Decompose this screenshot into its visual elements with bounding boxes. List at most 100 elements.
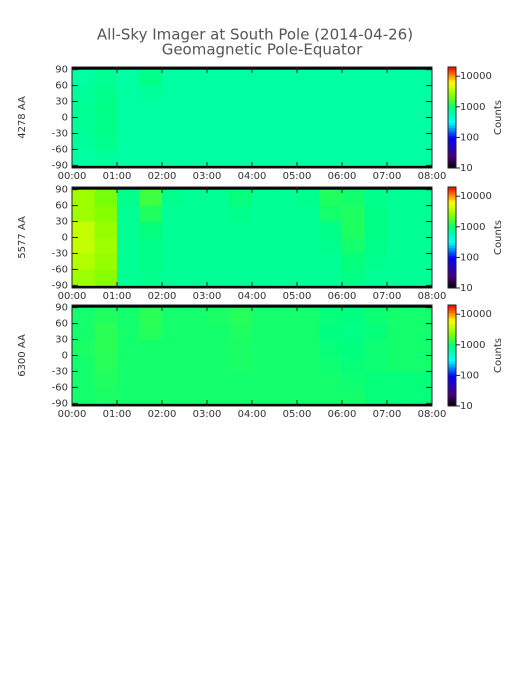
heat-cell (207, 189, 230, 207)
heat-cell (364, 253, 388, 270)
colorbar-segment (448, 312, 456, 316)
y-tick-label: -90 (52, 160, 68, 171)
heat-cell (252, 269, 275, 286)
heat-cell (207, 205, 230, 223)
heat-cell (162, 339, 185, 356)
heat-cell (409, 221, 433, 238)
heat-cell (364, 133, 388, 150)
heat-cell (409, 101, 433, 118)
colorbar-segment (448, 197, 456, 201)
heat-cell (364, 307, 388, 325)
heat-cell (117, 323, 140, 341)
heat-cell (297, 221, 320, 238)
heat-cell (387, 117, 410, 134)
heat-cell (252, 149, 275, 166)
heat-cell (139, 307, 163, 325)
heat-cell (387, 323, 410, 341)
heat-cell (319, 205, 343, 223)
heat-cell (94, 101, 118, 118)
heat-cell (117, 253, 140, 270)
colorbar-label: Counts (493, 100, 504, 135)
x-tick-label: 02:00 (148, 409, 177, 420)
colorbar-segment (448, 77, 456, 81)
heat-cell (72, 307, 95, 325)
heat-cell (139, 253, 163, 270)
heat-cell (297, 339, 320, 356)
heat-cell (364, 221, 388, 238)
heat-cell (229, 85, 253, 103)
heat-cell (342, 339, 365, 356)
heat-cell (94, 69, 118, 87)
colorbar-segment (448, 224, 456, 228)
heat-cell (274, 133, 298, 150)
colorbar-tick-label: 1000 (460, 222, 485, 233)
heat-cell (342, 205, 365, 223)
heat-cell (117, 149, 140, 166)
heat-cell (274, 69, 298, 87)
heat-cell (229, 189, 253, 207)
heat-cell (162, 85, 185, 103)
heat-cell (229, 117, 253, 134)
heat-cell (229, 323, 253, 341)
heat-cell (252, 85, 275, 103)
heat-cell (94, 253, 118, 270)
heat-cell (387, 387, 410, 404)
colorbar-segment (448, 157, 456, 161)
heat-cell (387, 189, 410, 207)
heat-cell (274, 307, 298, 325)
colorbar-segment (448, 345, 456, 349)
heat-cell (139, 269, 163, 286)
colorbar-segment (448, 219, 456, 223)
heat-cell (297, 237, 320, 254)
x-tick-label: 03:00 (193, 291, 222, 302)
heat-cell (364, 269, 388, 286)
colorbar-segment (448, 272, 456, 276)
y-tick-label: -60 (52, 144, 68, 155)
colorbar-segment (448, 97, 456, 101)
colorbar-segment (448, 212, 456, 216)
heat-cell (252, 355, 275, 372)
x-tick-label: 03:00 (193, 409, 222, 420)
heat-cell (184, 221, 208, 238)
heat-cell (229, 101, 253, 118)
heat-cell (207, 323, 230, 341)
y-tick-label: 60 (55, 319, 68, 330)
colorbar-segment (448, 352, 456, 356)
heat-cell (229, 387, 253, 404)
heat-cell (297, 371, 320, 388)
colorbar-segment (448, 112, 456, 116)
heat-cell (229, 339, 253, 356)
heat-cell (162, 355, 185, 372)
x-tick-label: 06:00 (328, 291, 357, 302)
heat-cell (184, 355, 208, 372)
y-tick-label: -30 (52, 248, 68, 259)
heat-cell (162, 133, 185, 150)
heat-cell (364, 387, 388, 404)
heat-cell (72, 387, 95, 404)
x-tick-label: 05:00 (283, 291, 312, 302)
y-axis-label: 6300 AA (17, 334, 28, 377)
colorbar-segment (448, 234, 456, 238)
x-tick-label: 02:00 (148, 291, 177, 302)
heat-cell (72, 69, 95, 87)
colorbar-segment (448, 189, 456, 193)
heat-cell (387, 221, 410, 238)
heat-cell (207, 269, 230, 286)
colorbar-segment (448, 92, 456, 96)
x-tick-label: 08:00 (418, 171, 447, 182)
heat-cell (319, 355, 343, 372)
heat-cell (229, 355, 253, 372)
x-tick-label: 04:00 (238, 409, 267, 420)
heat-cell (342, 85, 365, 103)
colorbar-segment (448, 347, 456, 351)
heat-cell (117, 339, 140, 356)
heat-cell (94, 269, 118, 286)
heat-cell (387, 69, 410, 87)
heat-cell (72, 189, 95, 207)
heat-cell (297, 101, 320, 118)
heat-cell (94, 117, 118, 134)
heat-cell (252, 69, 275, 87)
heat-cell (162, 101, 185, 118)
colorbar-segment (448, 335, 456, 339)
heat-cell (72, 339, 95, 356)
